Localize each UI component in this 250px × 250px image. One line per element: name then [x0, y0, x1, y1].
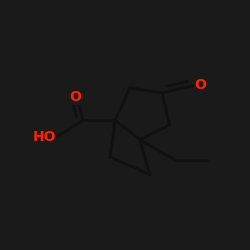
Text: HO: HO: [32, 130, 56, 144]
Text: O: O: [70, 90, 82, 104]
Text: O: O: [194, 78, 206, 92]
